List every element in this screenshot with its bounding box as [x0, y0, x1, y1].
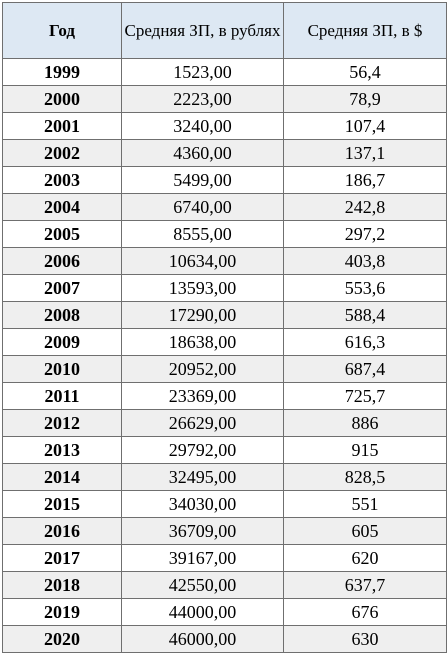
cell-year: 2001: [2, 112, 122, 140]
header-row: Год Средняя ЗП, в рублях Средняя ЗП, в $: [2, 2, 447, 59]
table-row: 2001 3240,00 107,4: [2, 112, 447, 140]
table-row: 2002 4360,00 137,1: [2, 139, 447, 167]
table-row: 2010 20952,00 687,4: [2, 355, 447, 383]
cell-salary-rub: 8555,00: [121, 220, 284, 248]
table-row: 1999 1523,00 56,4: [2, 58, 447, 86]
cell-salary-usd: 828,5: [283, 463, 447, 491]
cell-salary-usd: 137,1: [283, 139, 447, 167]
cell-salary-rub: 26629,00: [121, 409, 284, 437]
cell-year: 2011: [2, 382, 122, 410]
table-row: 2013 29792,00 915: [2, 436, 447, 464]
cell-salary-rub: 23369,00: [121, 382, 284, 410]
cell-salary-rub: 34030,00: [121, 490, 284, 518]
cell-salary-usd: 620: [283, 544, 447, 572]
cell-salary-usd: 886: [283, 409, 447, 437]
cell-salary-rub: 4360,00: [121, 139, 284, 167]
table-row: 2012 26629,00 886: [2, 409, 447, 437]
cell-year: 2013: [2, 436, 122, 464]
table-row: 2006 10634,00 403,8: [2, 247, 447, 275]
cell-salary-usd: 553,6: [283, 274, 447, 302]
table-row: 2019 44000,00 676: [2, 598, 447, 626]
cell-salary-usd: 605: [283, 517, 447, 545]
cell-salary-usd: 242,8: [283, 193, 447, 221]
cell-salary-rub: 36709,00: [121, 517, 284, 545]
cell-year: 2003: [2, 166, 122, 194]
cell-salary-rub: 44000,00: [121, 598, 284, 626]
table-row: 2015 34030,00 551: [2, 490, 447, 518]
cell-year: 2010: [2, 355, 122, 383]
table-row: 2007 13593,00 553,6: [2, 274, 447, 302]
cell-salary-usd: 186,7: [283, 166, 447, 194]
cell-salary-usd: 297,2: [283, 220, 447, 248]
header-salary-rub: Средняя ЗП, в рублях: [121, 2, 284, 59]
cell-salary-rub: 6740,00: [121, 193, 284, 221]
table-body: 1999 1523,00 56,4 2000 2223,00 78,9 2001 3240,0…: [2, 58, 447, 653]
cell-salary-usd: 616,3: [283, 328, 447, 356]
cell-salary-usd: 78,9: [283, 85, 447, 113]
cell-salary-usd: 637,7: [283, 571, 447, 599]
cell-salary-usd: 403,8: [283, 247, 447, 275]
cell-salary-rub: 42550,00: [121, 571, 284, 599]
table-header: Год Средняя ЗП, в рублях Средняя ЗП, в $: [2, 2, 447, 59]
cell-year: 2012: [2, 409, 122, 437]
table-row: 2016 36709,00 605: [2, 517, 447, 545]
cell-salary-usd: 107,4: [283, 112, 447, 140]
cell-salary-rub: 29792,00: [121, 436, 284, 464]
cell-salary-usd: 725,7: [283, 382, 447, 410]
cell-salary-rub: 18638,00: [121, 328, 284, 356]
cell-salary-rub: 1523,00: [121, 58, 284, 86]
cell-year: 2019: [2, 598, 122, 626]
table-row: 2008 17290,00 588,4: [2, 301, 447, 329]
table-row: 2004 6740,00 242,8: [2, 193, 447, 221]
cell-salary-usd: 630: [283, 625, 447, 653]
cell-salary-rub: 17290,00: [121, 301, 284, 329]
cell-salary-usd: 588,4: [283, 301, 447, 329]
table-row: 2011 23369,00 725,7: [2, 382, 447, 410]
cell-salary-rub: 5499,00: [121, 166, 284, 194]
cell-salary-usd: 676: [283, 598, 447, 626]
cell-year: 2017: [2, 544, 122, 572]
cell-year: 2008: [2, 301, 122, 329]
table-row: 2009 18638,00 616,3: [2, 328, 447, 356]
cell-year: 2002: [2, 139, 122, 167]
cell-salary-rub: 2223,00: [121, 85, 284, 113]
table-row: 2000 2223,00 78,9: [2, 85, 447, 113]
table-row: 2017 39167,00 620: [2, 544, 447, 572]
cell-year: 2015: [2, 490, 122, 518]
cell-salary-usd: 551: [283, 490, 447, 518]
cell-salary-usd: 56,4: [283, 58, 447, 86]
header-year: Год: [2, 2, 122, 59]
cell-salary-rub: 10634,00: [121, 247, 284, 275]
table-row: 2003 5499,00 186,7: [2, 166, 447, 194]
cell-year: 2020: [2, 625, 122, 653]
cell-year: 2006: [2, 247, 122, 275]
cell-year: 2005: [2, 220, 122, 248]
cell-salary-rub: 20952,00: [121, 355, 284, 383]
table-row: 2014 32495,00 828,5: [2, 463, 447, 491]
cell-salary-rub: 46000,00: [121, 625, 284, 653]
cell-salary-rub: 32495,00: [121, 463, 284, 491]
cell-year: 2004: [2, 193, 122, 221]
table-row: 2020 46000,00 630: [2, 625, 447, 653]
cell-year: 2018: [2, 571, 122, 599]
cell-year: 2016: [2, 517, 122, 545]
cell-salary-rub: 3240,00: [121, 112, 284, 140]
table-row: 2018 42550,00 637,7: [2, 571, 447, 599]
cell-year: 2014: [2, 463, 122, 491]
cell-year: 1999: [2, 58, 122, 86]
cell-year: 2009: [2, 328, 122, 356]
cell-salary-usd: 915: [283, 436, 447, 464]
cell-salary-rub: 39167,00: [121, 544, 284, 572]
table-row: 2005 8555,00 297,2: [2, 220, 447, 248]
cell-salary-rub: 13593,00: [121, 274, 284, 302]
cell-year: 2007: [2, 274, 122, 302]
cell-year: 2000: [2, 85, 122, 113]
cell-salary-usd: 687,4: [283, 355, 447, 383]
header-salary-usd: Средняя ЗП, в $: [283, 2, 447, 59]
